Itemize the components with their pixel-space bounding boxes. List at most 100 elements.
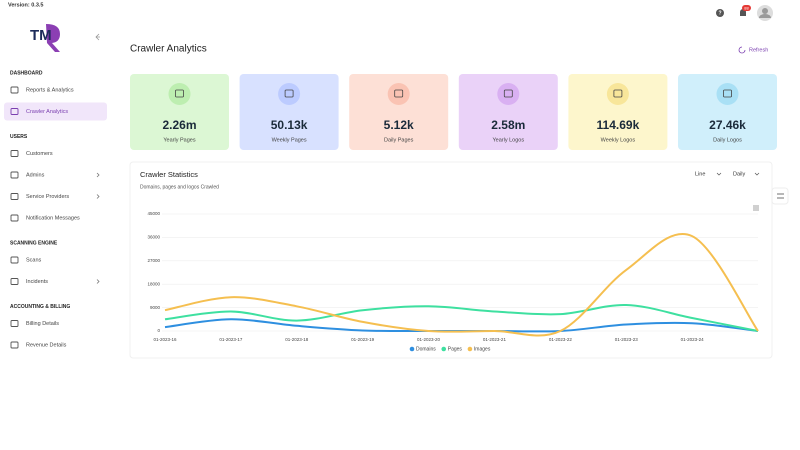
- menu-icon: [10, 341, 19, 349]
- card-icon-bg: [716, 83, 739, 105]
- legend-label[interactable]: Domains: [416, 346, 436, 352]
- card-icon-bg: [497, 83, 520, 105]
- stat-card: [239, 74, 339, 150]
- submenu-chevron: [96, 172, 100, 178]
- section-title: DASHBOARD: [10, 70, 43, 76]
- stat-card: [678, 74, 777, 150]
- dropdown-chevron: [754, 172, 760, 176]
- badge: [742, 5, 751, 11]
- avatar-head: [762, 8, 768, 14]
- card-icon: [394, 89, 404, 98]
- chart-panel: [129, 161, 773, 359]
- card-icon-bg: [387, 83, 410, 105]
- stat-card: [568, 74, 668, 150]
- refresh-button[interactable]: Refresh: [749, 47, 768, 53]
- filter-button[interactable]: [771, 187, 789, 205]
- card-label: Yearly Pages: [163, 137, 195, 143]
- series-line: [164, 303, 759, 332]
- x-tick-label: 01-2023-16: [153, 337, 177, 342]
- card-value: 114.69k: [597, 118, 640, 132]
- section-title: SCANNING ENGINE: [10, 240, 58, 246]
- submenu-chevron: [96, 279, 100, 284]
- x-tick-label: 01-2023-23: [615, 337, 639, 342]
- y-tick-label: 0: [157, 328, 160, 333]
- card-value: 2.58m: [491, 118, 525, 132]
- card-icon: [723, 89, 732, 98]
- menu-item[interactable]: Billing Details: [26, 321, 59, 327]
- chart-subtitle: Domains, pages and logos Crawled: [140, 184, 219, 190]
- collapse-button[interactable]: [95, 33, 100, 41]
- menu-item[interactable]: Scans: [26, 257, 42, 263]
- section-title: USERS: [10, 134, 28, 140]
- sidebar: [0, 0, 118, 450]
- legend-label[interactable]: Images: [474, 346, 491, 352]
- menu-item[interactable]: Incidents: [26, 279, 48, 285]
- menu-icon: [10, 108, 19, 115]
- chart-menu[interactable]: [753, 205, 759, 211]
- page-title: Crawler Analytics: [130, 44, 207, 55]
- active-highlight: [4, 102, 107, 121]
- y-tick-label: 36000: [147, 235, 160, 240]
- card-label: Daily Pages: [384, 137, 414, 143]
- x-tick-label: 01-2023-21: [483, 337, 507, 342]
- stat-card: [349, 74, 449, 150]
- card-icon: [613, 89, 623, 98]
- menu-icon: [10, 256, 19, 264]
- y-tick-label: 18000: [147, 281, 160, 286]
- menu-icon: [10, 86, 19, 94]
- menu-item[interactable]: Service Providers: [26, 194, 69, 200]
- section-title: ACCOUNTING & BILLING: [10, 304, 70, 310]
- legend-swatch: [467, 346, 473, 352]
- menu-item[interactable]: Customers: [26, 151, 53, 157]
- avatar-body: [759, 14, 771, 18]
- card-icon: [175, 89, 184, 98]
- dropdown[interactable]: Daily: [733, 171, 745, 177]
- submenu-chevron: [96, 194, 100, 199]
- menu-icon: [10, 193, 19, 200]
- card-label: Weekly Logos: [601, 137, 636, 143]
- card-label: Yearly Logos: [492, 137, 524, 143]
- legend-label[interactable]: Pages: [448, 346, 463, 352]
- menu-icon: [10, 171, 19, 179]
- menu-item[interactable]: Notification Messages: [26, 215, 80, 221]
- legend-swatch: [441, 346, 447, 352]
- card-icon: [503, 89, 513, 98]
- menu-item[interactable]: Reports & Analytics: [26, 87, 74, 93]
- help-glyph: ?: [718, 11, 721, 17]
- menu-item[interactable]: Crawler Analytics: [26, 109, 68, 115]
- chart-title: Crawler Statistics: [140, 170, 198, 179]
- stat-card: [130, 74, 229, 150]
- logo-mark: [46, 24, 60, 52]
- card-label: Weekly Pages: [272, 137, 307, 143]
- x-tick-label: 01-2023-20: [417, 337, 441, 342]
- series-line: [164, 233, 759, 337]
- card-icon-bg: [168, 83, 191, 105]
- y-tick-label: 27000: [147, 258, 160, 263]
- menu-item[interactable]: Revenue Details: [26, 342, 67, 348]
- card-icon-bg: [606, 83, 629, 105]
- menu-icon: [10, 278, 19, 285]
- card-icon-bg: [278, 83, 301, 105]
- card-icon: [284, 89, 294, 98]
- badge-count: 88: [744, 5, 749, 10]
- legend-swatch: [409, 346, 415, 352]
- card-value: 5.12k: [384, 118, 414, 132]
- version: Version: 0.3.5: [8, 2, 43, 8]
- logo: TM: [30, 27, 52, 44]
- x-tick-label: 01-2023-19: [351, 337, 375, 342]
- help-icon[interactable]: [716, 9, 724, 17]
- refresh-icon: [738, 46, 746, 54]
- dropdown[interactable]: Line: [695, 171, 705, 177]
- dropdown-chevron: [716, 172, 722, 176]
- stat-card: [458, 74, 558, 150]
- y-tick-label: 45000: [147, 211, 160, 216]
- card-value: 2.26m: [162, 118, 196, 132]
- card-value: 27.46k: [709, 118, 746, 132]
- menu-item[interactable]: Admins: [26, 172, 45, 178]
- x-tick-label: 01-2023-18: [285, 337, 309, 342]
- menu-icon: [10, 214, 19, 222]
- menu-icon: [10, 320, 19, 327]
- filter-icon: [777, 193, 784, 199]
- card-value: 50.13k: [271, 118, 308, 132]
